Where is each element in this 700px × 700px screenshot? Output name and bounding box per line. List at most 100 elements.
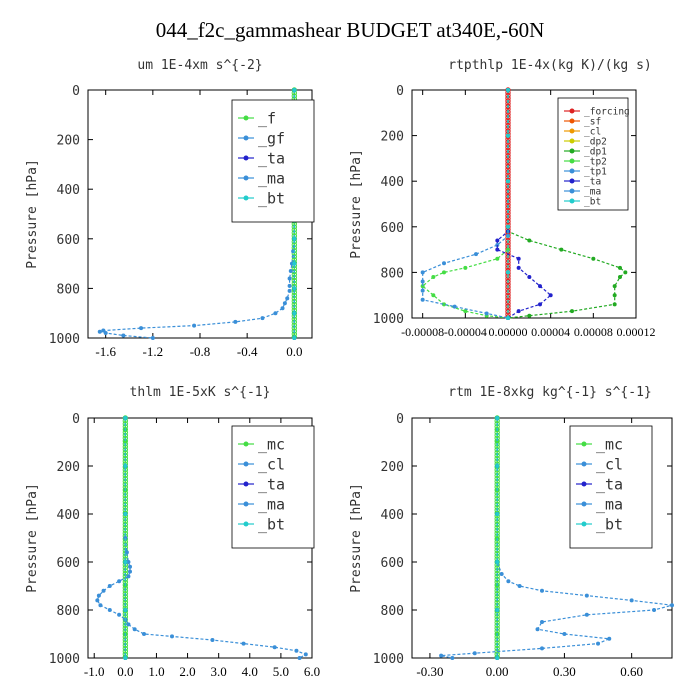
data-point (122, 596, 129, 603)
data-point (623, 270, 628, 275)
legend-entry: _tp1 (584, 166, 607, 177)
data-point (292, 336, 297, 340)
legend-entry: _cl (258, 455, 285, 473)
data-point (494, 481, 500, 487)
data-point (538, 284, 542, 289)
y-tick-label: 200 (57, 460, 80, 475)
data-point (505, 169, 511, 175)
x-tick-label: 0.00004 (531, 325, 570, 339)
panel-title-thlm: thlm 1E-5xK s^{-1} (129, 385, 271, 400)
y-tick-label: 1000 (373, 652, 404, 667)
data-point (494, 521, 500, 528)
y-tick-label: 400 (381, 175, 404, 190)
data-point (505, 188, 511, 194)
data-point (420, 297, 425, 302)
data-point (292, 311, 297, 316)
data-point (101, 588, 106, 593)
data-point (452, 304, 457, 309)
x-tick-label: 0.0 (286, 344, 302, 359)
data-point (122, 481, 129, 487)
data-point (505, 284, 511, 290)
data-point (420, 284, 425, 289)
panel-2: 0 200 400 600 800 1000 -1.0 0.0 1.0 2.0 3.0 4.0 5.0 6… (25, 412, 320, 679)
legend-marker (243, 521, 249, 527)
data-point (472, 651, 477, 656)
data-point (505, 278, 511, 285)
legend-marker (569, 178, 575, 184)
data-point (495, 464, 500, 468)
y-tick-label: 1000 (49, 332, 80, 347)
data-point (122, 487, 129, 493)
data-point (126, 574, 131, 579)
data-point (128, 569, 132, 574)
y-axis-label: Pressure [hPa] (25, 159, 40, 269)
data-point (495, 656, 500, 660)
legend-marker (569, 188, 575, 194)
data-point (506, 579, 511, 584)
data-point (294, 648, 299, 653)
data-point (495, 416, 500, 420)
data-point (122, 521, 129, 528)
data-point (495, 512, 500, 516)
data-point (584, 593, 589, 598)
data-point (439, 653, 444, 658)
data-point (128, 564, 132, 569)
legend-marker (581, 441, 587, 447)
data-point (506, 316, 510, 320)
legend-entry: _bt (258, 189, 285, 207)
data-point (559, 247, 564, 252)
data-point (241, 641, 246, 646)
data-point (442, 270, 446, 275)
data-point (516, 256, 521, 261)
x-tick-label: 0.0 (117, 664, 133, 679)
data-point (273, 311, 278, 316)
legend-marker (243, 135, 249, 141)
data-point (494, 441, 500, 447)
y-axis-label: Pressure [hPa] (25, 483, 40, 593)
y-tick-label: 600 (381, 556, 404, 571)
legend-entry: _ta (258, 475, 285, 493)
x-tick-label: -0.4 (237, 344, 258, 359)
legend-entry: _mc (596, 435, 623, 453)
data-point (505, 139, 511, 145)
panel-0: 0 200 400 600 800 1000 -1.6 -1.2 -0.8 -0.4 0.0 Pres… (25, 84, 315, 359)
data-point (506, 179, 510, 184)
x-tick-label: -0.8 (190, 344, 211, 359)
y-tick-label: 1000 (49, 652, 80, 667)
series-line-ma (97, 90, 295, 339)
data-point (122, 441, 129, 447)
data-point (527, 313, 532, 318)
data-point (505, 224, 511, 230)
data-point (123, 512, 128, 516)
data-point (506, 88, 510, 92)
data-point (122, 616, 129, 623)
x-tick-label: 1.0 (148, 664, 164, 679)
legend-entry: _forcing (584, 106, 630, 117)
data-point (629, 598, 634, 603)
data-point (505, 218, 511, 225)
data-point (103, 331, 108, 336)
y-tick-label: 200 (57, 134, 80, 149)
data-point (670, 603, 674, 608)
data-point (420, 279, 425, 284)
series-line-dp1 (507, 90, 627, 319)
data-point (548, 293, 553, 298)
data-point (98, 603, 103, 608)
data-point (505, 308, 511, 315)
data-point (618, 274, 622, 279)
data-point (505, 103, 511, 110)
data-point (494, 631, 500, 637)
data-point (420, 288, 425, 293)
data-point (123, 416, 128, 420)
legend-marker (569, 138, 575, 144)
legend-marker (243, 501, 249, 507)
x-tick-label: 0.00000 (489, 325, 528, 339)
y-tick-label: 200 (381, 460, 404, 475)
data-point (495, 560, 500, 564)
data-point (442, 261, 446, 266)
data-point (506, 224, 510, 229)
x-tick-label: 3.0 (211, 664, 227, 679)
legend-entry: _mc (258, 435, 285, 453)
data-point (494, 501, 500, 508)
legend-entry: _cl (584, 126, 601, 137)
